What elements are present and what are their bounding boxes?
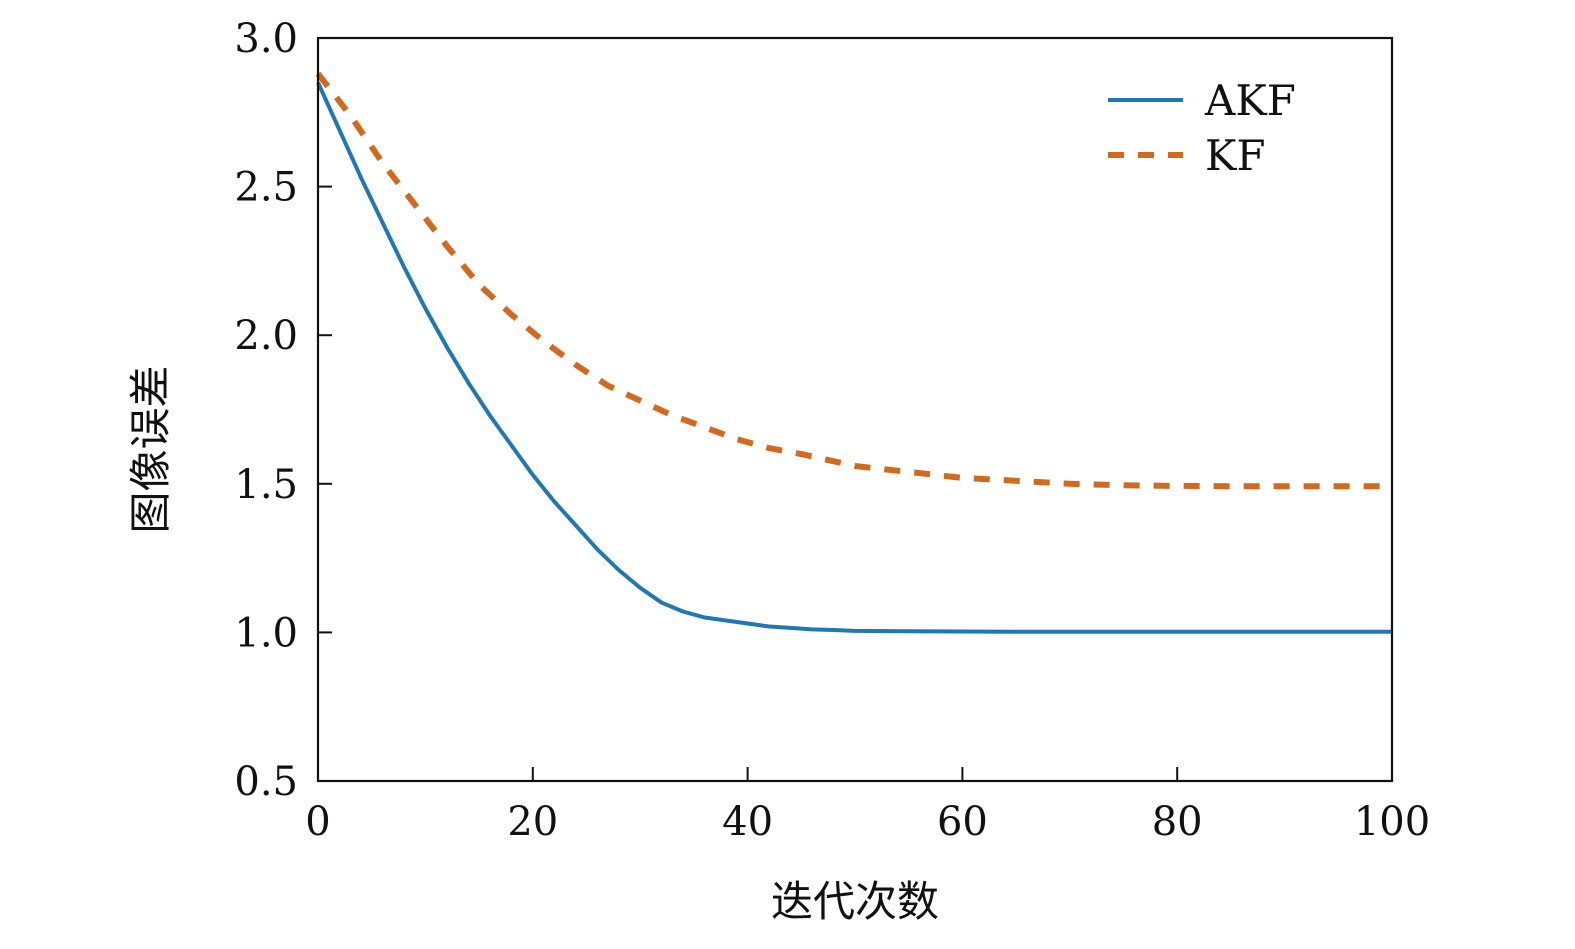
x-tick-label: 20 [507,799,558,845]
x-tick-label: 80 [1152,799,1203,845]
plot-frame [316,36,1394,783]
series-line-akf [316,81,1392,634]
series-line-kf [315,71,1392,490]
y-tick-label: 1.5 [234,462,298,508]
legend-label-kf: KF [1205,131,1266,180]
y-tick-label: 0.5 [234,759,298,805]
x-tick-label: 60 [937,799,988,845]
x-tick-label: 0 [305,799,330,845]
x-tick-label: 100 [1354,799,1430,845]
y-axis-label: 图像误差 [126,365,175,533]
y-tick-label: 2.5 [234,165,298,211]
x-axis-ticks: 0 20 40 60 80 100 [305,767,1430,845]
y-axis-ticks: 0.5 1.0 1.5 2.0 2.5 3.0 [234,16,332,805]
plot-lines [315,71,1392,634]
y-tick-label: 2.0 [234,313,298,359]
x-tick-label: 40 [722,799,773,845]
legend: AKF KF [1108,76,1296,180]
legend-label-akf: AKF [1204,76,1296,125]
x-axis-label: 迭代次数 [771,877,939,926]
y-tick-label: 1.0 [234,610,298,656]
y-tick-label: 3.0 [234,16,298,62]
